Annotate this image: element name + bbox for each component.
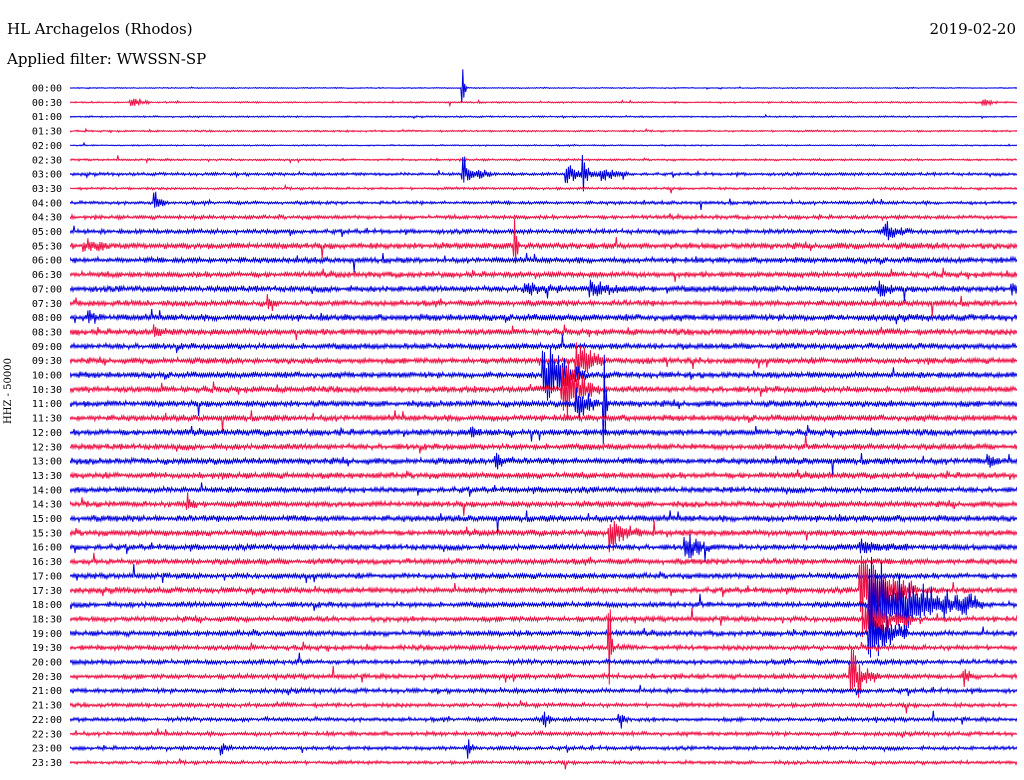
row-time-label: 17:30: [32, 586, 62, 597]
row-time-label: 14:00: [32, 485, 62, 496]
row-time-label: 13:00: [32, 457, 62, 468]
trace-1600: [70, 534, 1017, 562]
trace-1400: [70, 482, 1017, 497]
trace-0100: [70, 113, 1017, 120]
row-time-label: 00:00: [32, 84, 62, 95]
trace-1500: [70, 510, 1017, 533]
row-time-label: 19:30: [32, 643, 62, 654]
trace-0730: [70, 293, 1017, 316]
trace-0400: [70, 191, 1017, 210]
trace-1330: [70, 469, 1017, 481]
row-time-label: 15:30: [32, 528, 62, 539]
row-time-label: 15:00: [32, 514, 62, 525]
row-time-label: 03:00: [32, 170, 62, 181]
trace-0900: [70, 334, 1017, 354]
row-time-label: 16:30: [32, 557, 62, 568]
row-time-label: 07:30: [32, 299, 62, 310]
row-time-label: 18:30: [32, 614, 62, 625]
row-time-label: 19:00: [32, 629, 62, 640]
trace-1900: [70, 597, 1017, 655]
row-time-label: 13:30: [32, 471, 62, 482]
row-time-label: 10:30: [32, 385, 62, 396]
trace-0700: [70, 279, 1017, 302]
trace-1930: [70, 609, 1017, 685]
row-time-label: 05:30: [32, 241, 62, 252]
trace-0330: [70, 183, 1017, 194]
row-time-label: 06:30: [32, 270, 62, 281]
row-time-label: 05:00: [32, 227, 62, 238]
trace-1030: [70, 362, 1017, 420]
trace-0200: [70, 141, 1017, 148]
trace-0000: [70, 69, 1017, 103]
trace-2200: [70, 710, 1017, 729]
trace-2000: [70, 652, 1017, 667]
row-time-label: 11:30: [32, 414, 62, 425]
row-time-label: 18:00: [32, 600, 62, 611]
row-time-label: 17:00: [32, 571, 62, 582]
row-time-label: 07:00: [32, 284, 62, 295]
row-time-label: 08:00: [32, 313, 62, 324]
trace-1230: [70, 434, 1017, 454]
trace-1730: [70, 555, 1017, 638]
trace-2230: [70, 728, 1017, 738]
row-time-label: 21:00: [32, 686, 62, 697]
row-time-label: 02:30: [32, 155, 62, 166]
filter-label: Applied filter: WWSSN-SP: [7, 50, 207, 68]
row-time-label: 12:00: [32, 428, 62, 439]
trace-2330: [70, 758, 1017, 770]
row-time-label: 12:30: [32, 442, 62, 453]
row-time-label: 06:00: [32, 256, 62, 267]
row-time-label: 09:30: [32, 356, 62, 367]
trace-2100: [70, 684, 1017, 697]
trace-0630: [70, 267, 1017, 282]
trace-2300: [70, 739, 1017, 759]
row-time-label: 04:30: [32, 213, 62, 224]
trace-0300: [70, 154, 1017, 192]
trace-2030: [70, 648, 1017, 698]
row-time-label: 14:30: [32, 500, 62, 511]
trace-0830: [70, 324, 1017, 340]
row-time-label: 01:30: [32, 127, 62, 138]
trace-1830: [70, 597, 1017, 642]
trace-1530: [70, 520, 1017, 553]
station-title: HL Archagelos (Rhodos): [7, 20, 193, 38]
row-time-label: 04:00: [32, 198, 62, 209]
row-time-label: 09:00: [32, 342, 62, 353]
trace-1200: [70, 424, 1017, 442]
row-time-label: 23:00: [32, 744, 62, 755]
row-time-label: 08:30: [32, 327, 62, 338]
trace-0930: [70, 342, 1017, 380]
trace-2130: [70, 700, 1017, 714]
row-time-label: 20:30: [32, 672, 62, 683]
traces-group: [70, 69, 1017, 770]
row-time-label: 22:00: [32, 715, 62, 726]
trace-0130: [70, 127, 1017, 134]
row-time-label: 21:30: [32, 701, 62, 712]
trace-0500: [70, 221, 1017, 241]
row-time-label: 02:00: [32, 141, 62, 152]
trace-1430: [70, 492, 1017, 516]
row-time-label: 22:30: [32, 729, 62, 740]
trace-1100: [70, 354, 1017, 445]
row-time-label: 01:00: [32, 112, 62, 123]
row-time-label: 10:00: [32, 371, 62, 382]
trace-0230: [70, 155, 1017, 165]
trace-0600: [70, 252, 1017, 273]
trace-0800: [70, 309, 1017, 325]
trace-1800: [70, 556, 1017, 658]
trace-0530: [70, 218, 1017, 260]
trace-0430: [70, 212, 1017, 222]
trace-1130: [70, 410, 1017, 432]
trace-1300: [70, 452, 1017, 475]
row-time-label: 16:00: [32, 543, 62, 554]
plot-date: 2019-02-20: [929, 20, 1016, 38]
row-time-label: 11:00: [32, 399, 62, 410]
row-time-label: 03:30: [32, 184, 62, 195]
trace-0030: [70, 98, 1017, 108]
trace-1630: [70, 552, 1017, 567]
row-time-label: 23:30: [32, 758, 62, 769]
row-time-label: 00:30: [32, 98, 62, 109]
row-time-label: 20:00: [32, 658, 62, 669]
